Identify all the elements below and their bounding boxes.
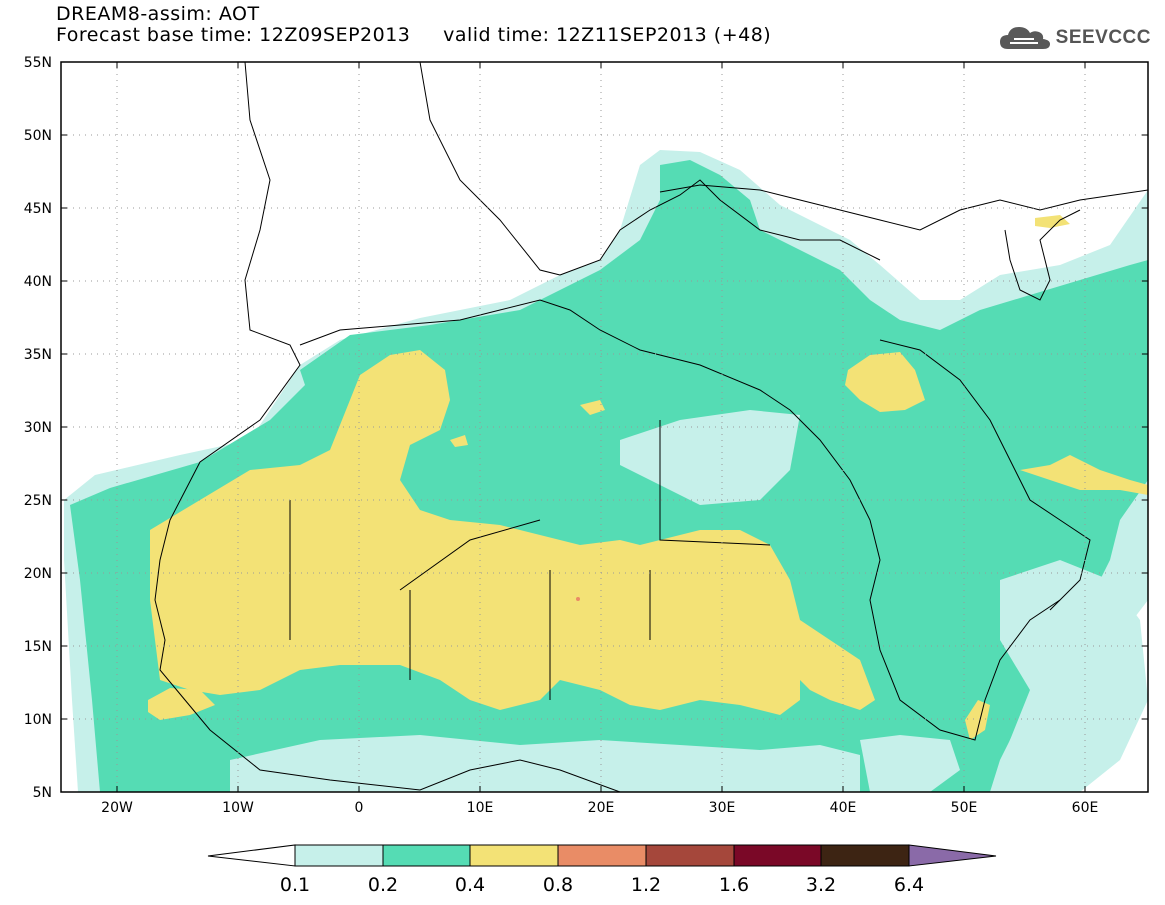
time-info: Forecast base time: 12Z09SEP2013 valid t… <box>56 25 771 46</box>
lon-label: 20E <box>588 800 615 816</box>
lat-label: 15N <box>24 639 52 655</box>
aot-contour-0.4-iraq <box>845 352 925 412</box>
title-block: DREAM8-assim: AOT Forecast base time: 12… <box>56 4 771 46</box>
colorbar-label: 6.4 <box>894 874 924 896</box>
aot-contour-0.4 <box>150 350 875 715</box>
lat-label: 30N <box>24 420 52 436</box>
aot-field <box>61 62 1148 792</box>
tick-marks <box>61 61 1148 793</box>
aot-contour-0.4-somalia <box>965 700 990 740</box>
lat-label: 45N <box>24 201 52 217</box>
seevccc-logo: SEEVCCC <box>998 22 1151 54</box>
aot-contour-0.1-gulf <box>860 735 960 792</box>
lon-label: 0 <box>355 800 364 816</box>
colorbar-over-arrow <box>908 844 997 867</box>
colorbar-box <box>557 844 647 867</box>
colorbar-label: 0.4 <box>455 874 485 896</box>
colorbar-label: 0.8 <box>543 874 573 896</box>
colorbar-box <box>733 844 822 867</box>
aot-contour-0.1-east <box>990 560 1148 792</box>
colorbar-box <box>382 844 471 867</box>
colorbar-under-arrow <box>207 844 296 867</box>
colorbar-box <box>294 844 384 867</box>
colorbar-label: 1.6 <box>719 874 749 896</box>
colorbar-box <box>645 844 735 867</box>
lon-label: 10W <box>222 800 254 816</box>
cloud-icon <box>999 27 1050 49</box>
colorbar-box <box>820 844 910 867</box>
lat-label: 50N <box>24 128 52 144</box>
valid-time: valid time: 12Z11SEP2013 (+48) <box>443 24 772 46</box>
lat-label: 25N <box>24 493 52 509</box>
colorbar-labels: 0.1 0.2 0.4 0.8 1.2 1.6 3.2 6.4 <box>280 874 924 896</box>
coastlines <box>154 62 1148 792</box>
aot-contour-0.4-algeria <box>450 435 468 447</box>
aot-contour-0.4-libya <box>580 400 605 415</box>
colorbar-label: 3.2 <box>806 874 836 896</box>
lat-label: 55N <box>24 55 52 71</box>
lon-label: 50E <box>951 800 978 816</box>
aot-contour-0.4-caspian <box>1035 215 1070 228</box>
lon-label: 40E <box>830 800 857 816</box>
base-time: Forecast base time: 12Z09SEP2013 <box>56 24 411 46</box>
lat-label: 5N <box>33 785 52 801</box>
logo-text: SEEVCCC <box>1055 27 1151 48</box>
aot-contour-0.1-africa <box>230 735 860 792</box>
aot-contour-0.4-westcoast <box>148 688 215 720</box>
lon-label: 10E <box>467 800 494 816</box>
colorbar-label: 1.2 <box>631 874 661 896</box>
aot-contour-0.4-gulf <box>1020 455 1148 495</box>
aot-max-spot <box>576 597 580 601</box>
colorbar-label: 0.1 <box>280 874 310 896</box>
lon-labels: 20W 10W 0 10E 20E 30E 40E 50E 60E <box>101 800 1098 816</box>
lon-label: 30E <box>709 800 736 816</box>
lat-label: 40N <box>24 274 52 290</box>
lon-label: 60E <box>1072 800 1099 816</box>
colorbar-box <box>469 844 559 867</box>
lat-label: 20N <box>24 566 52 582</box>
colorbar: 0.1 0.2 0.4 0.8 1.2 1.6 3.2 6.4 <box>207 844 997 896</box>
lat-label: 35N <box>24 347 52 363</box>
lat-label: 10N <box>24 712 52 728</box>
lat-labels: 5N 10N 15N 20N 25N 30N 35N 40N 45N 50N 5… <box>24 55 52 801</box>
lon-label: 20W <box>101 800 133 816</box>
aot-contour-0.1-inner <box>620 410 800 505</box>
colorbar-label: 0.2 <box>368 874 398 896</box>
map-title: DREAM8-assim: AOT <box>56 3 260 25</box>
